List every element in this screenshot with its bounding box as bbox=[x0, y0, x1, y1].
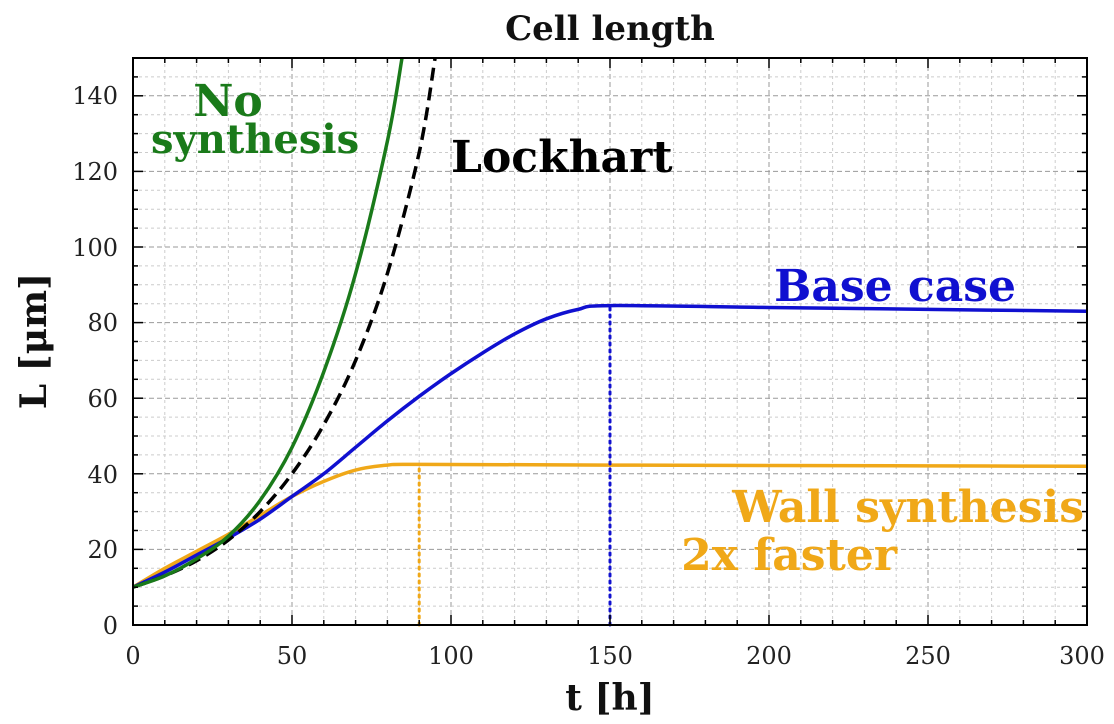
x-axis-label: t [h] bbox=[565, 677, 654, 719]
y-tick-label: 60 bbox=[87, 385, 118, 413]
x-tick-label: 150 bbox=[587, 642, 633, 670]
x-tick-label: 100 bbox=[428, 642, 474, 670]
x-tick-label: 250 bbox=[905, 642, 951, 670]
series-label-no-synthesis-line1: No bbox=[193, 76, 263, 127]
y-tick-label: 0 bbox=[103, 612, 118, 640]
series-label-wall-synthesis-line1: Wall synthesis bbox=[731, 482, 1084, 533]
series-line-wall-synthesis-2x-faster bbox=[132, 462, 1088, 589]
y-tick-label: 40 bbox=[87, 461, 118, 489]
series-line-no-synthesis bbox=[132, 57, 404, 589]
x-tick-label: 0 bbox=[125, 642, 140, 670]
series-annotations: No synthesis Lockhart Base case Wall syn… bbox=[151, 76, 1084, 581]
series-label-lockhart: Lockhart bbox=[451, 132, 673, 183]
tick-marks bbox=[132, 57, 1088, 626]
x-tick-labels: 0 50 100 150 200 250 300 bbox=[125, 642, 1105, 670]
y-tick-labels: 0 20 40 60 80 100 120 140 bbox=[72, 82, 118, 640]
y-tick-label: 80 bbox=[87, 309, 118, 337]
series-line-base-case bbox=[132, 303, 1088, 589]
x-tick-label: 200 bbox=[746, 642, 792, 670]
y-tick-label: 20 bbox=[87, 536, 118, 564]
y-tick-label: 100 bbox=[72, 234, 118, 262]
series-label-base-case: Base case bbox=[774, 261, 1016, 312]
y-tick-label: 140 bbox=[72, 82, 118, 110]
x-tick-label: 300 bbox=[1059, 642, 1105, 670]
y-tick-label: 120 bbox=[72, 158, 118, 186]
chart-title: Cell length bbox=[505, 9, 715, 49]
series-label-no-synthesis-line2: synthesis bbox=[151, 116, 359, 163]
series-layer bbox=[132, 57, 1088, 627]
y-axis-label: L [μm] bbox=[13, 273, 55, 409]
x-tick-label: 50 bbox=[277, 642, 308, 670]
series-label-wall-synthesis-line2: 2x faster bbox=[681, 530, 898, 581]
